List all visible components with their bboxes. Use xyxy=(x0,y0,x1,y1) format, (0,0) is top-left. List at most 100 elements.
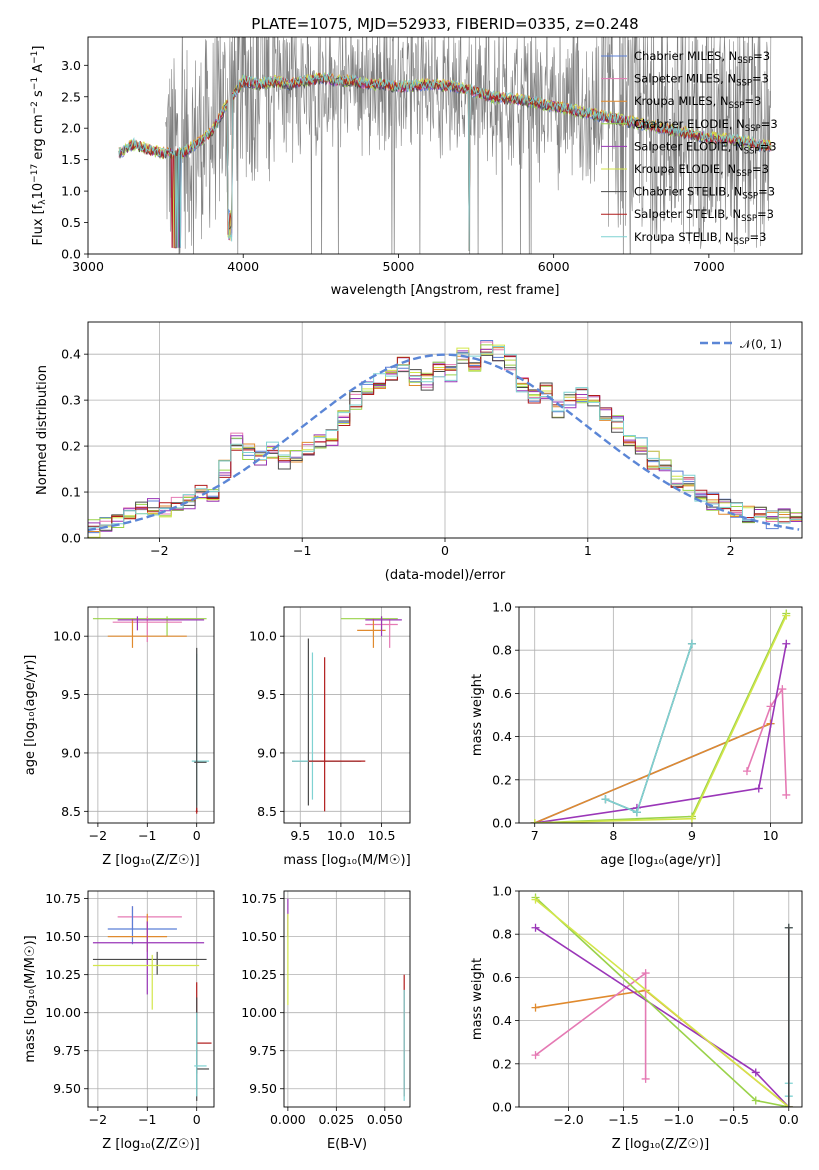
weight-marker xyxy=(687,639,696,648)
weight-vs-age-ytick-label: 0.4 xyxy=(492,729,512,744)
residuals-panel: −2 −1 0 1 2 0.0 0.1 0.2 0.3 0.4 (data-model)/error… xyxy=(35,321,803,583)
weight-line-kroupa-elodie xyxy=(534,615,788,823)
age-vs-z-ytick-label: 9.0 xyxy=(61,745,81,760)
age-vs-z-xtick-label: −1 xyxy=(138,828,156,843)
residuals-xtick-label: 1 xyxy=(584,543,592,558)
weight-line-salpeter-elodie xyxy=(535,927,790,1107)
spectrum-xtick-label: 7000 xyxy=(693,259,725,274)
weight-line-kroupa-miles xyxy=(535,989,790,1107)
mass-vs-z-ytick-label: 9.75 xyxy=(53,1043,81,1058)
mass-vs-ebv-xlabel: E(B-V) xyxy=(327,1137,367,1152)
residuals-ylabel: Normed distribution xyxy=(35,365,50,495)
mass-vs-ebv-plot-area xyxy=(287,898,405,1101)
weight-line-kroupa-miles xyxy=(534,722,771,823)
weight-marker xyxy=(531,895,540,904)
weight-vs-age-xtick-label: 10 xyxy=(763,828,779,843)
mass-vs-ebv-ytick-label: 9.50 xyxy=(249,1081,277,1096)
spectrum-ytick-label: 2.0 xyxy=(61,121,81,136)
weight-vs-age-ytick-label: 0.8 xyxy=(492,643,512,658)
weight-marker xyxy=(784,1103,793,1107)
plots: 3000 4000 5000 6000 70000.00.51.01.52.02.53.… xyxy=(23,36,803,1152)
age-vs-mass-xtick-label: 10.0 xyxy=(327,828,355,843)
spectrum-model-kroupa-stelib xyxy=(118,71,772,251)
weight-marker xyxy=(687,814,696,823)
weight-line-salpeter-elodie xyxy=(534,643,788,823)
hist-salpeter-stelib xyxy=(88,346,802,527)
weight-vs-z-xtick-label: −1.5 xyxy=(608,1112,638,1127)
mass-vs-z-xtick-label: −2 xyxy=(89,1112,107,1127)
age-vs-z-xtick-label: 0 xyxy=(193,828,201,843)
weight-marker xyxy=(742,767,751,776)
legend-label: Chabrier MILES, NSSP=3 xyxy=(634,49,770,66)
mass-vs-z-panel: −2 −1 0 9.50 9.75 10.00 10.25 10.50 10.75 Z [log₁… xyxy=(23,890,215,1152)
hist-kroupa-stelib xyxy=(88,346,802,528)
weight-vs-age-xlabel: age [log₁₀(age/yr)] xyxy=(600,853,721,868)
mass-vs-z-ytick-label: 10.25 xyxy=(45,967,81,982)
weight-vs-z-xtick-label: −2.0 xyxy=(553,1112,583,1127)
mass-vs-ebv-xtick-label: 0.000 xyxy=(270,1112,306,1127)
weight-line-salpeter-miles xyxy=(746,686,788,795)
spectrum-panel: 3000 4000 5000 6000 7000 0.0 0.5 1.0 1.5 2.0 2.5 3.… xyxy=(30,36,803,298)
age-vs-mass-plot-area xyxy=(292,616,402,812)
weight-vs-age-xtick-label: 8 xyxy=(609,828,617,843)
weight-vs-age-ytick-label: 0.0 xyxy=(492,816,512,831)
weight-vs-z-ytick-label: 0.4 xyxy=(492,1013,512,1028)
weight-marker xyxy=(751,1068,760,1077)
spectrum-ytick-label: 0.0 xyxy=(61,247,81,262)
residuals-xlabel: (data-model)/error xyxy=(385,568,506,583)
mass-vs-z-xtick-label: 0 xyxy=(193,1112,201,1127)
mass-vs-z-ylabel: mass [log₁₀(M/M☉)] xyxy=(23,935,38,1062)
age-vs-mass-xtick-label: 9.5 xyxy=(290,828,310,843)
mass-vs-z-frame xyxy=(87,890,215,1108)
residuals-ytick-label: 0.0 xyxy=(61,531,81,546)
weight-marker xyxy=(601,795,610,804)
weight-vs-z-frame xyxy=(518,890,803,1108)
weight-vs-age-ytick-label: 0.6 xyxy=(492,686,512,701)
mass-vs-z-ytick-label: 10.00 xyxy=(45,1005,81,1020)
mass-vs-ebv-xtick-label: 0.050 xyxy=(367,1112,403,1127)
mass-vs-ebv-panel: 0.000 0.025 0.050 9.50 9.75 10.00 10.25 10.50 10… xyxy=(241,890,411,1152)
mass-vs-z-ytick-label: 10.50 xyxy=(45,929,81,944)
weight-vs-z-plot-area xyxy=(531,893,793,1107)
mass-vs-z-xtick-label: −1 xyxy=(138,1112,156,1127)
spectrum-legend: Chabrier MILES, NSSP=3 Salpeter MILES, NS… xyxy=(601,49,778,247)
weight-marker xyxy=(751,1096,760,1105)
age-vs-mass-xlabel: mass [log₁₀(M/M☉)] xyxy=(283,853,410,868)
mass-vs-z-ytick-label: 9.50 xyxy=(53,1081,81,1096)
age-vs-z-panel: −2 −1 0 8.5 9.0 9.5 10.0 Z [log₁₀(Z/Z☉)] age [lo… xyxy=(23,606,215,868)
spectrum-ytick-label: 1.0 xyxy=(61,184,81,199)
weight-vs-z-panel: −2.0 −1.5 −1.0 −0.5 0.0 0.0 0.2 0.4 0.6 0.8 1.0 Z [… xyxy=(470,884,803,1152)
weight-vs-z-ytick-label: 1.0 xyxy=(492,884,512,899)
weight-vs-z-ylabel: mass weight xyxy=(470,958,485,1040)
legend-label: Chabrier STELIB, NSSP=3 xyxy=(634,185,775,202)
residuals-xtick-label: 2 xyxy=(727,543,735,558)
legend-label: Chabrier ELODIE, NSSP=3 xyxy=(634,117,778,134)
weight-vs-z-xlabel: Z [log₁₀(Z/Z☉)] xyxy=(612,1137,709,1152)
legend-label: 𝒩(0, 1) xyxy=(740,337,782,351)
spectrum-ytick-label: 3.0 xyxy=(61,58,81,73)
residuals-legend: 𝒩(0, 1) xyxy=(700,337,782,351)
legend-label: Salpeter ELODIE, NSSP=3 xyxy=(634,139,777,156)
weight-marker xyxy=(782,611,791,620)
figure-title: PLATE=1075, MJD=52933, FIBERID=0335, z=0… xyxy=(251,15,638,33)
weight-vs-z-xtick-label: 0.0 xyxy=(779,1112,799,1127)
mass-vs-ebv-ytick-label: 10.50 xyxy=(241,929,277,944)
weight-marker xyxy=(784,923,793,932)
weight-vs-age-xtick-label: 7 xyxy=(531,828,539,843)
age-vs-z-plot-area xyxy=(92,616,210,814)
mass-vs-ebv-ytick-label: 9.75 xyxy=(249,1043,277,1058)
weight-vs-age-ytick-label: 1.0 xyxy=(492,600,512,615)
residuals-frame xyxy=(87,321,803,539)
weight-vs-age-plot-area xyxy=(530,609,791,823)
weight-marker xyxy=(531,923,540,932)
weight-vs-z-xtick-label: −0.5 xyxy=(719,1112,749,1127)
age-vs-mass-ytick-label: 9.5 xyxy=(257,687,277,702)
spectrum-xtick-label: 6000 xyxy=(538,259,570,274)
weight-marker xyxy=(782,639,791,648)
age-vs-z-ytick-label: 8.5 xyxy=(61,804,81,819)
age-vs-mass-ytick-label: 10.0 xyxy=(249,629,277,644)
mass-vs-ebv-ytick-label: 10.25 xyxy=(241,967,277,982)
age-vs-mass-frame xyxy=(283,606,411,824)
age-vs-z-frame xyxy=(87,606,215,824)
weight-marker xyxy=(778,685,787,694)
